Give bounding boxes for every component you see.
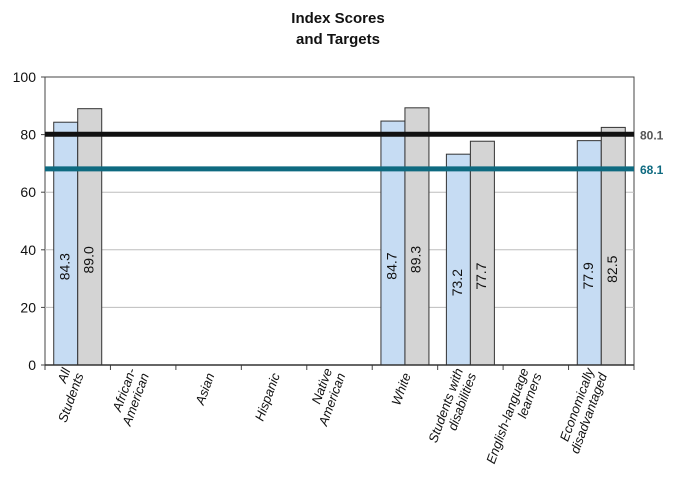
x-category-label-line: Hispanic bbox=[252, 370, 283, 422]
bar bbox=[404, 107, 430, 366]
bar-value-label: 77.7 bbox=[473, 262, 489, 289]
y-tick-label: 100 bbox=[13, 69, 37, 85]
x-category-label: NativeAmerican bbox=[302, 366, 348, 428]
target-line-label: 80.1 bbox=[640, 128, 664, 142]
plot-area: 0 20 40 60 80 100 84.3 89.0 AllStudents African-A… bbox=[13, 69, 664, 471]
bar bbox=[380, 120, 406, 366]
plot-frame bbox=[44, 76, 635, 366]
bar bbox=[77, 108, 103, 366]
bar-value-label: 89.0 bbox=[80, 246, 96, 273]
bar-value-label: 89.3 bbox=[408, 246, 424, 273]
x-category-label: Economicallydisadvantaged bbox=[554, 365, 611, 456]
x-category-label-line: Asian bbox=[192, 371, 218, 408]
x-category-label-line: White bbox=[388, 371, 413, 407]
x-category-label: Hispanic bbox=[252, 370, 283, 422]
y-tick-label: 20 bbox=[20, 299, 36, 315]
x-category-label: Students withdisabilities bbox=[425, 366, 479, 450]
target-line-label: 68.1 bbox=[640, 163, 664, 177]
x-category-label-line: All bbox=[54, 365, 74, 386]
bar bbox=[600, 126, 626, 366]
bar bbox=[576, 140, 602, 366]
x-category-label: African-American bbox=[106, 365, 153, 428]
x-category-label: AllStudents bbox=[42, 365, 87, 424]
x-category-label: Asian bbox=[192, 371, 218, 408]
bar-value-label: 77.9 bbox=[580, 262, 596, 289]
x-category-label: English-languagelearners bbox=[483, 366, 545, 471]
bar bbox=[445, 153, 471, 366]
chart-title-line-2: and Targets bbox=[296, 31, 380, 48]
y-tick-label: 40 bbox=[20, 242, 36, 258]
bar-value-label: 82.5 bbox=[604, 255, 620, 282]
bar-value-label: 84.7 bbox=[384, 252, 400, 279]
y-tick-label: 60 bbox=[20, 184, 36, 200]
chart-title-line-1: Index Scores bbox=[291, 10, 384, 27]
y-tick-label: 0 bbox=[28, 357, 36, 373]
y-tick-label: 80 bbox=[20, 127, 36, 143]
bar bbox=[469, 140, 495, 366]
bar-value-label: 73.2 bbox=[449, 269, 465, 296]
bar-value-label: 84.3 bbox=[56, 253, 72, 280]
x-category-label: White bbox=[388, 371, 413, 407]
bar bbox=[53, 121, 79, 366]
